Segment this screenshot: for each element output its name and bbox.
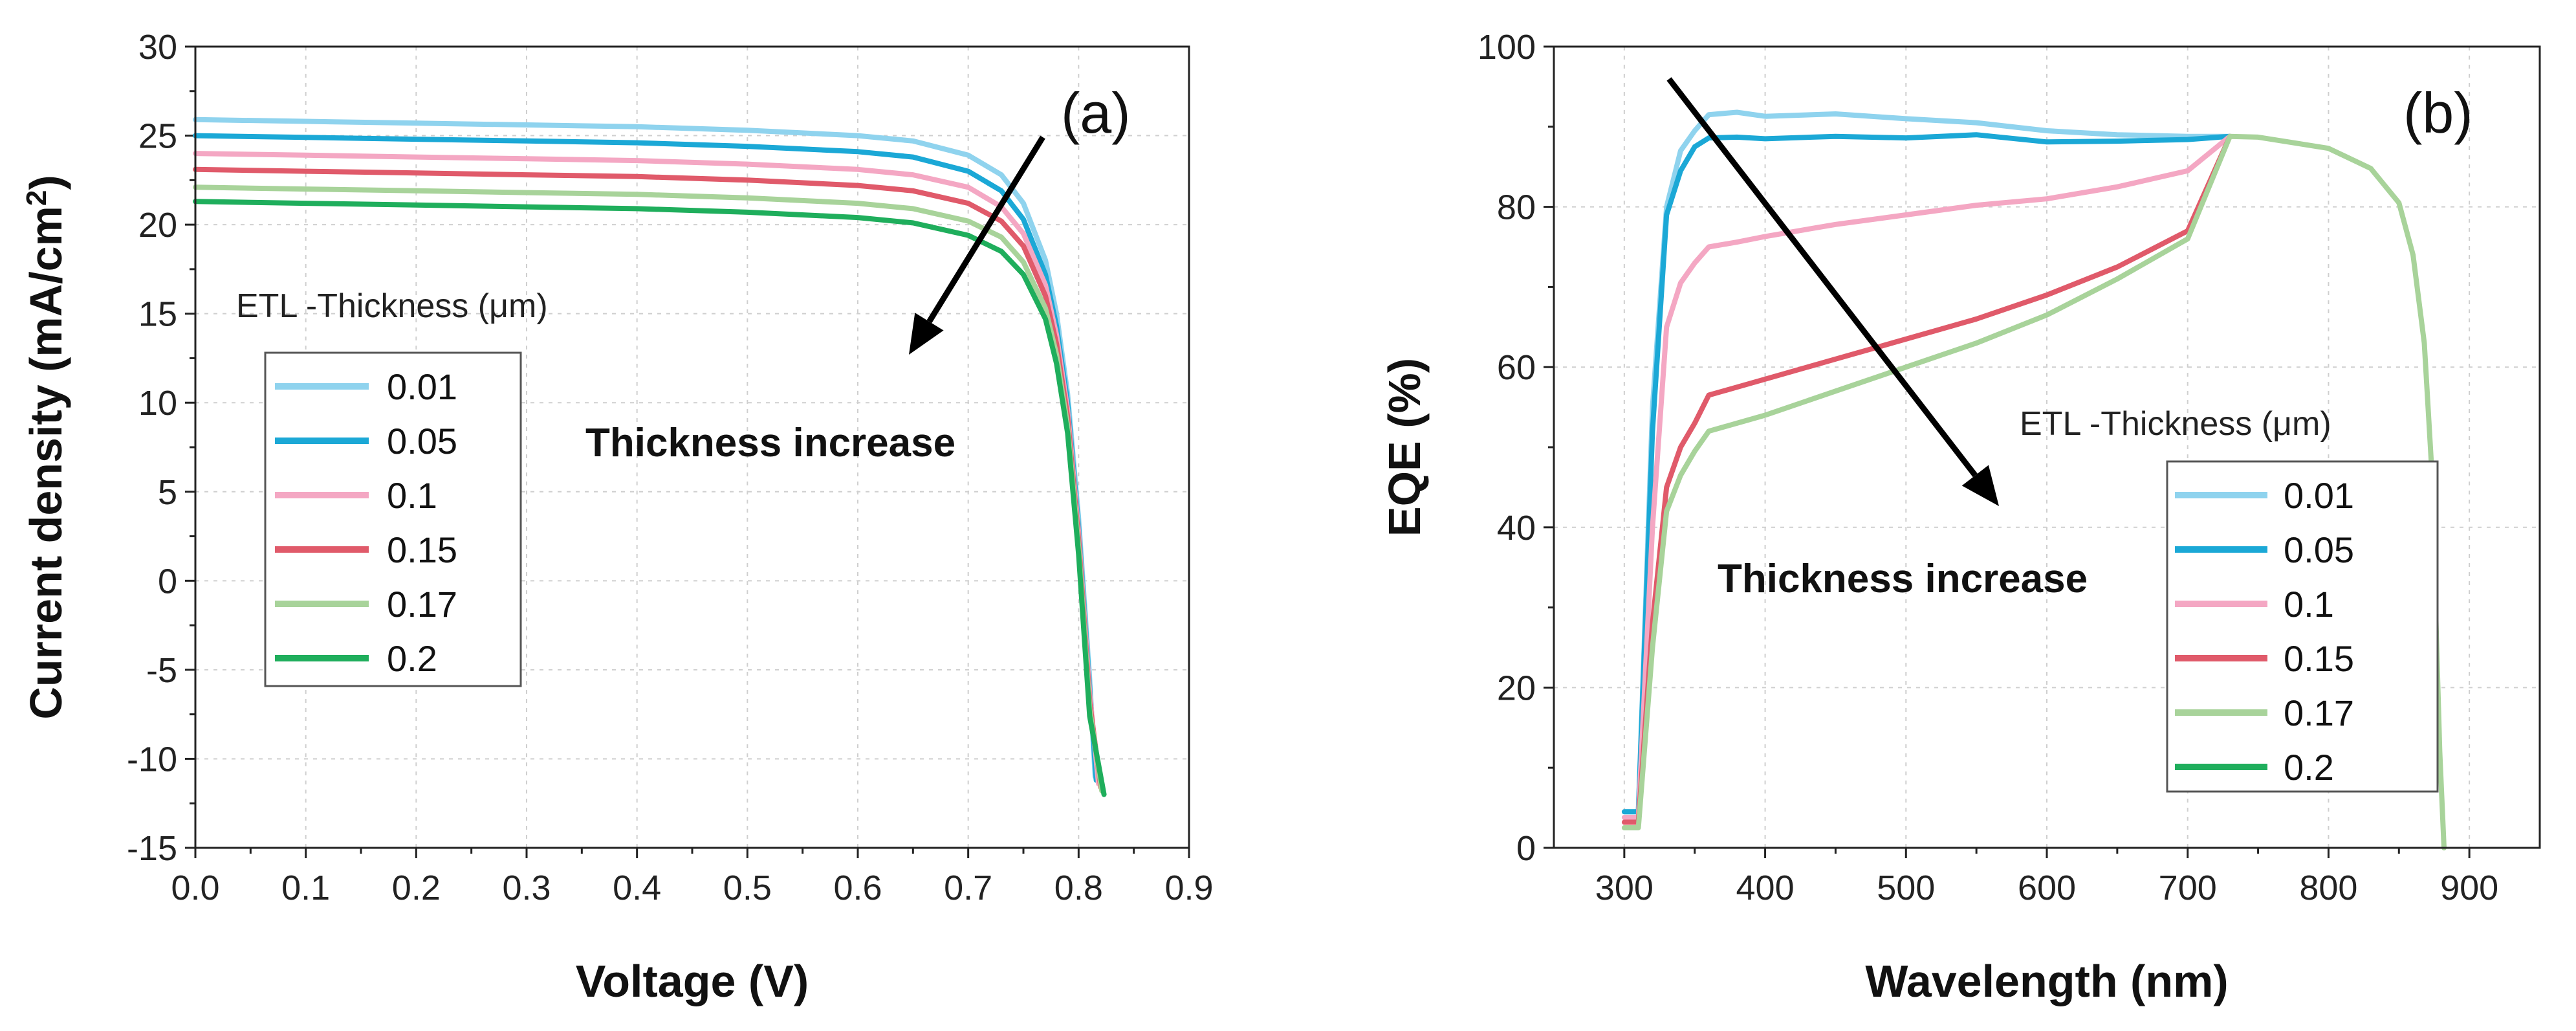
- panel-a-trend-arrow: [926, 135, 1045, 324]
- panel-a-y-axis-label-main: Current density (mA/cm: [21, 206, 71, 719]
- series-line-0.17: [1621, 133, 2447, 850]
- legend-label-0.2: 0.2: [387, 638, 437, 679]
- x-tick-label: 0.3: [502, 869, 551, 907]
- panel-a-label: (a): [1061, 81, 1131, 145]
- y-tick-label: -10: [127, 740, 177, 779]
- panel-a-x-axis-label: Voltage (V): [576, 956, 809, 1006]
- x-tick-label: 0.5: [723, 869, 772, 907]
- panel-b-legend: 0.01 0.05 0.1 0.15 0.17 0.2: [2166, 460, 2439, 793]
- y-tick-label: 100: [1478, 28, 1536, 67]
- x-tick-label: 0.9: [1164, 869, 1213, 907]
- panel-b-ticks: 300 400 500 600 700 800 900 0 20 40 60 80 100: [1478, 28, 2498, 907]
- panel-b-x-axis-label: Wavelength (nm): [1865, 956, 2228, 1006]
- y-tick-label: 30: [138, 28, 177, 67]
- x-tick-label: 900: [2440, 869, 2498, 907]
- legend-label-0.1: 0.1: [2284, 584, 2334, 625]
- x-tick-label: 0.0: [171, 869, 219, 907]
- panel-a-jv-chart: 0.0 0.1 0.2 0.3 0.4 0.5 0.6 0.7 0.8 0.9 -15 -10 -5 0 5…: [21, 28, 1214, 1006]
- panel-b-trend-arrow-head: [1961, 465, 1999, 506]
- legend-label-0.15: 0.15: [387, 529, 457, 570]
- panel-b-legend-box: [2166, 460, 2439, 793]
- series-line-0.1: [1621, 133, 2232, 820]
- y-tick-label: 40: [1497, 509, 1536, 548]
- y-tick-label: -5: [146, 651, 177, 690]
- y-tick-label: 80: [1497, 188, 1536, 227]
- x-tick-label: 0.8: [1054, 869, 1103, 907]
- legend-label-0.15: 0.15: [2284, 638, 2354, 679]
- panel-b-eqe-chart: 300 400 500 600 700 800 900 0 20 40 60 80 100 Wavele…: [1379, 28, 2541, 1006]
- x-tick-label: 700: [2159, 869, 2217, 907]
- series-line-0.05: [1621, 132, 2232, 815]
- panel-b-annotation: Thickness increase: [1718, 557, 2088, 601]
- legend-label-0.05: 0.05: [387, 421, 457, 461]
- x-tick-label: 0.1: [281, 869, 330, 907]
- y-tick-label: 10: [138, 384, 177, 423]
- y-tick-label: -15: [127, 829, 177, 868]
- panel-a-trend-arrow-head: [909, 313, 944, 355]
- y-tick-label: 5: [158, 473, 177, 512]
- legend-label-0.01: 0.01: [387, 366, 457, 407]
- panel-a-y-axis-label: Current density (mA/cm2): [21, 175, 71, 719]
- panel-b-plot-frame: [1553, 45, 2541, 849]
- x-tick-label: 800: [2299, 869, 2357, 907]
- legend-label-0.17: 0.17: [2284, 693, 2354, 733]
- panel-b-y-axis-label-main: EQE (%): [1379, 358, 1430, 537]
- y-tick-label: 20: [138, 206, 177, 245]
- y-tick-label: 0: [158, 562, 177, 601]
- x-tick-label: 600: [2018, 869, 2076, 907]
- x-tick-label: 500: [1877, 869, 1935, 907]
- panel-a-legend-title: ETL -Thickness (μm): [236, 287, 548, 325]
- y-tick-label: 15: [138, 295, 177, 334]
- panel-a-plot-frame: [194, 45, 1190, 849]
- legend-label-0.17: 0.17: [387, 584, 457, 625]
- legend-label-0.05: 0.05: [2284, 529, 2354, 570]
- legend-label-0.2: 0.2: [2284, 747, 2334, 788]
- x-tick-label: 300: [1595, 869, 1654, 907]
- panel-b-y-axis-label: EQE (%): [1379, 358, 1430, 537]
- panel-a-legend-box: [264, 351, 522, 687]
- panel-b-trend-arrow: [1666, 77, 1978, 478]
- panel-a-legend: 0.01 0.05 0.1 0.15 0.17 0.2: [264, 351, 522, 687]
- y-tick-label: 0: [1516, 829, 1536, 868]
- panel-a-y-axis-label-superscript: 2: [21, 190, 52, 206]
- panel-b-series: [1621, 109, 2447, 850]
- y-tick-label: 20: [1497, 669, 1536, 707]
- y-tick-label: 25: [138, 117, 177, 156]
- panel-b-label: (b): [2403, 81, 2473, 145]
- legend-label-0.01: 0.01: [2284, 475, 2354, 516]
- y-tick-label: 60: [1497, 348, 1536, 387]
- series-line-0.2: [193, 199, 1107, 797]
- panel-a-y-axis-label-end: ): [21, 175, 71, 190]
- x-tick-label: 0.6: [833, 869, 882, 907]
- panel-a-annotation: Thickness increase: [585, 421, 955, 465]
- panel-a-ticks: 0.0 0.1 0.2 0.3 0.4 0.5 0.6 0.7 0.8 0.9 -15 -10 -5 0 5…: [127, 28, 1214, 907]
- x-tick-label: 0.2: [392, 869, 441, 907]
- x-tick-label: 400: [1736, 869, 1795, 907]
- legend-label-0.1: 0.1: [387, 475, 437, 516]
- panel-b-legend-title: ETL -Thickness (μm): [2020, 405, 2331, 443]
- x-tick-label: 0.7: [944, 869, 992, 907]
- series-line-0.01: [1621, 109, 2232, 815]
- series-line-0.15: [1621, 133, 2232, 825]
- x-tick-label: 0.4: [613, 869, 661, 907]
- panel-a-series: [193, 116, 1107, 797]
